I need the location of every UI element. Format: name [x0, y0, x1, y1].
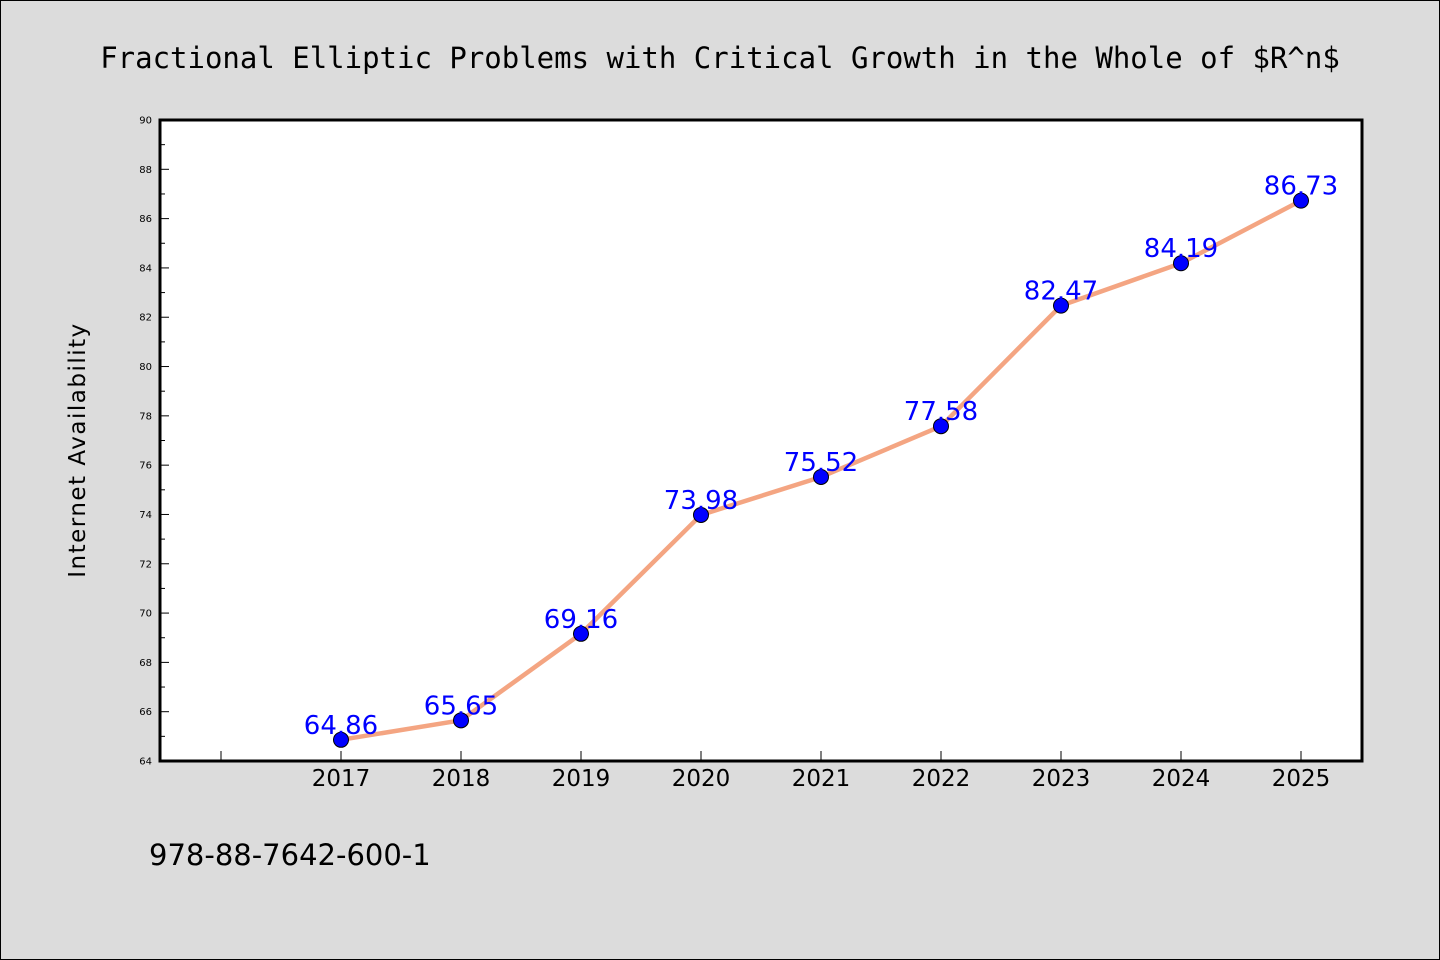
data-point [1173, 255, 1189, 272]
y-tick-label: 72 [139, 559, 152, 570]
y-axis: 64 66 68 70 72 74 76 78 80 82 84 86 88 90 [139, 116, 169, 768]
data-label: 73.98 [664, 486, 738, 516]
data-label: 75.52 [784, 448, 858, 478]
y-tick-label: 82 [139, 313, 152, 324]
x-tick-label: 2024 [1152, 766, 1211, 792]
y-tick-label: 76 [139, 461, 152, 472]
y-tick-label: 80 [139, 362, 152, 373]
data-label: 82.47 [1024, 277, 1098, 307]
x-axis: 2017 2018 2019 2020 2021 2022 2023 2024 2025 [220, 751, 1331, 792]
data-label: 64.86 [304, 711, 378, 741]
y-tick-label: 70 [139, 609, 152, 620]
data-label: 65.65 [424, 691, 498, 721]
data-label: 84.19 [1144, 234, 1218, 264]
x-tick-label: 2020 [672, 766, 731, 792]
plot-area [158, 118, 1364, 763]
data-labels: 64.86 65.65 69.16 73.98 75.52 77.58 82.47 84.19… [304, 172, 1338, 741]
x-tick-label: 2018 [432, 766, 491, 792]
x-tick-label: 2017 [312, 766, 371, 792]
x-tick-label: 2019 [552, 766, 611, 792]
x-tick-label: 2025 [1272, 766, 1331, 792]
data-point [813, 468, 829, 485]
data-label: 69.16 [544, 605, 618, 635]
data-point [333, 731, 349, 748]
y-tick-label: 86 [139, 214, 152, 225]
y-axis-label: Internet Availability [65, 322, 91, 578]
y-tick-label: 88 [139, 165, 152, 176]
y-tick-label: 64 [139, 757, 152, 768]
x-tick-label: 2023 [1032, 766, 1091, 792]
data-point [1293, 192, 1309, 209]
data-series [333, 192, 1309, 748]
data-point [933, 418, 949, 435]
data-point [453, 712, 469, 729]
y-tick-label: 90 [139, 116, 152, 127]
data-point [573, 625, 589, 642]
isbn-label: 978-88-7642-600-1 [149, 838, 431, 872]
data-point [1053, 297, 1069, 314]
data-point [693, 506, 709, 523]
y-tick-label: 66 [139, 707, 152, 718]
data-label: 77.58 [904, 397, 978, 427]
x-tick-label: 2022 [912, 766, 971, 792]
y-tick-label: 68 [139, 658, 152, 669]
y-tick-label: 78 [139, 411, 152, 422]
data-label: 86.73 [1264, 172, 1338, 202]
chart-title: Fractional Elliptic Problems with Critic… [100, 41, 1340, 75]
y-tick-label: 84 [139, 263, 152, 274]
y-tick-label: 74 [139, 510, 152, 521]
x-tick-label: 2021 [792, 766, 851, 792]
